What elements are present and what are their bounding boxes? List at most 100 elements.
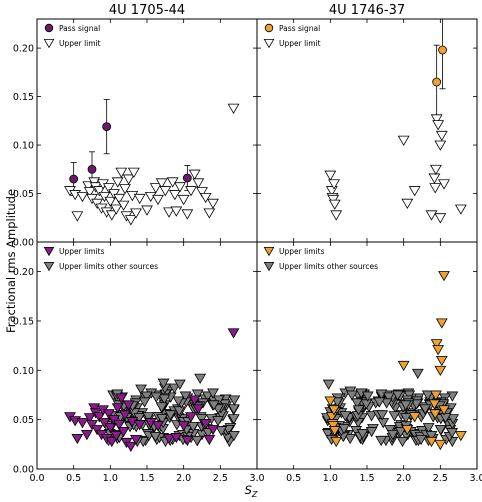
data-point-upper-limit bbox=[199, 192, 212, 204]
data-point-upper-limit bbox=[351, 398, 364, 409]
data-point-upper-limit bbox=[422, 423, 435, 434]
data-point-upper-limit bbox=[128, 408, 141, 419]
data-point-upper-limit bbox=[124, 215, 137, 226]
legend-marker bbox=[43, 246, 55, 257]
data-point-upper-limit bbox=[322, 379, 335, 390]
legend-entry: Upper limit bbox=[43, 39, 101, 49]
data-point-upper-limit bbox=[386, 430, 399, 441]
data-point-upper-limit bbox=[454, 204, 467, 215]
data-point-upper-limit bbox=[80, 430, 93, 441]
data-point-upper-limit bbox=[130, 434, 142, 446]
data-point-upper-limit bbox=[227, 103, 240, 114]
data-point-pass-signal bbox=[432, 77, 442, 87]
data-point-upper-limit bbox=[111, 403, 124, 414]
legend-marker bbox=[44, 23, 54, 33]
data-point-upper-limit bbox=[117, 427, 130, 438]
data-point-upper-limit bbox=[185, 412, 197, 423]
data-point-upper-limit bbox=[102, 409, 115, 420]
data-point-upper-limit bbox=[142, 412, 155, 423]
legend-marker bbox=[263, 246, 275, 257]
legend-label: Upper limits other sources bbox=[59, 262, 158, 271]
data-point-upper-limit bbox=[168, 190, 181, 201]
data-point-upper-limit bbox=[141, 205, 153, 216]
data-point-upper-limit bbox=[113, 420, 126, 431]
data-point-upper-limit bbox=[434, 425, 447, 436]
data-point-upper-limit bbox=[104, 423, 117, 434]
data-point-upper-limit bbox=[76, 191, 89, 203]
y-tick-label: 0.10 bbox=[13, 141, 34, 152]
plot-area bbox=[64, 328, 241, 453]
data-point-upper-limit bbox=[102, 183, 115, 194]
data-point-upper-limit bbox=[122, 400, 135, 411]
data-point-pass-signal bbox=[102, 122, 112, 132]
data-point-upper-limit bbox=[117, 200, 130, 211]
data-point-upper-limit bbox=[328, 426, 341, 437]
data-point-upper-limit bbox=[447, 414, 460, 425]
x-tick-label: 2.5 bbox=[213, 473, 228, 484]
data-point-upper-limit bbox=[156, 414, 168, 425]
data-point-upper-limit bbox=[382, 392, 395, 403]
data-point-upper-limit bbox=[227, 328, 240, 339]
data-point-upper-limit bbox=[419, 404, 432, 415]
data-point-upper-limit bbox=[425, 430, 438, 442]
data-point-upper-limit bbox=[105, 436, 118, 448]
plot-area bbox=[321, 271, 467, 451]
data-point-upper-limit bbox=[105, 210, 118, 221]
legend-marker bbox=[263, 261, 275, 272]
y-axis-label: Fractional rms Amplitude bbox=[4, 189, 18, 333]
x-tick-label: 0.5 bbox=[66, 473, 81, 484]
data-point-upper-limit bbox=[375, 389, 388, 400]
data-point-upper-limit bbox=[331, 397, 344, 408]
data-point-upper-limit bbox=[181, 209, 194, 220]
data-point-upper-limit bbox=[446, 428, 458, 439]
panel-title: 4U 1705-44 bbox=[109, 3, 185, 18]
data-point-upper-limit bbox=[373, 397, 386, 408]
data-point-upper-limit bbox=[432, 120, 445, 131]
data-point-upper-limit bbox=[439, 413, 452, 424]
data-point-pass-signal bbox=[182, 173, 192, 183]
data-point-upper-limit bbox=[185, 186, 197, 197]
data-point-upper-limit bbox=[177, 421, 190, 432]
data-point-upper-limit bbox=[327, 421, 340, 432]
x-tick-label: 0.0 bbox=[29, 473, 44, 484]
x-tick-label: 1.5 bbox=[139, 473, 154, 484]
data-point-upper-limit bbox=[430, 339, 443, 350]
data-point-upper-limit bbox=[376, 410, 389, 421]
data-point-upper-limit bbox=[425, 210, 438, 221]
data-point-upper-limit bbox=[360, 399, 373, 410]
data-point-upper-limit bbox=[191, 435, 204, 447]
data-point-upper-limit bbox=[187, 422, 200, 433]
data-point-upper-limit bbox=[88, 403, 101, 414]
data-point-upper-limit bbox=[212, 416, 224, 427]
data-point-upper-limit bbox=[149, 431, 162, 443]
data-point-upper-limit bbox=[170, 432, 183, 444]
legend-marker bbox=[43, 261, 55, 272]
legend-entry: Upper limit bbox=[263, 39, 321, 49]
y-tick-label: 0.05 bbox=[13, 415, 34, 426]
data-point-upper-limit bbox=[428, 399, 441, 410]
legend-marker bbox=[43, 39, 55, 49]
data-point-upper-limit bbox=[429, 183, 442, 194]
data-point-upper-limit bbox=[172, 396, 185, 407]
data-point-upper-limit bbox=[227, 404, 240, 415]
data-point-upper-limit bbox=[435, 130, 448, 142]
data-point-upper-limit bbox=[339, 411, 352, 422]
data-point-upper-limit bbox=[365, 427, 378, 438]
legend-entry: Upper limits other sources bbox=[43, 261, 158, 272]
data-point-upper-limit bbox=[191, 389, 204, 400]
data-point-upper-limit bbox=[454, 430, 467, 442]
data-point-upper-limit bbox=[401, 425, 414, 436]
data-point-upper-limit bbox=[83, 413, 96, 424]
data-point-upper-limit bbox=[110, 430, 123, 442]
legend-entry: Upper limits bbox=[263, 246, 325, 257]
data-point-upper-limit bbox=[394, 427, 407, 438]
data-point-upper-limit bbox=[330, 436, 343, 448]
x-tick-label: 3.0 bbox=[469, 473, 482, 484]
data-point-upper-limit bbox=[163, 207, 175, 218]
data-point-upper-limit bbox=[212, 395, 225, 406]
y-tick-label: 0.00 bbox=[13, 238, 34, 249]
data-point-upper-limit bbox=[400, 413, 412, 424]
x-tick-label: 3.0 bbox=[249, 473, 264, 484]
data-point-upper-limit bbox=[388, 411, 401, 422]
